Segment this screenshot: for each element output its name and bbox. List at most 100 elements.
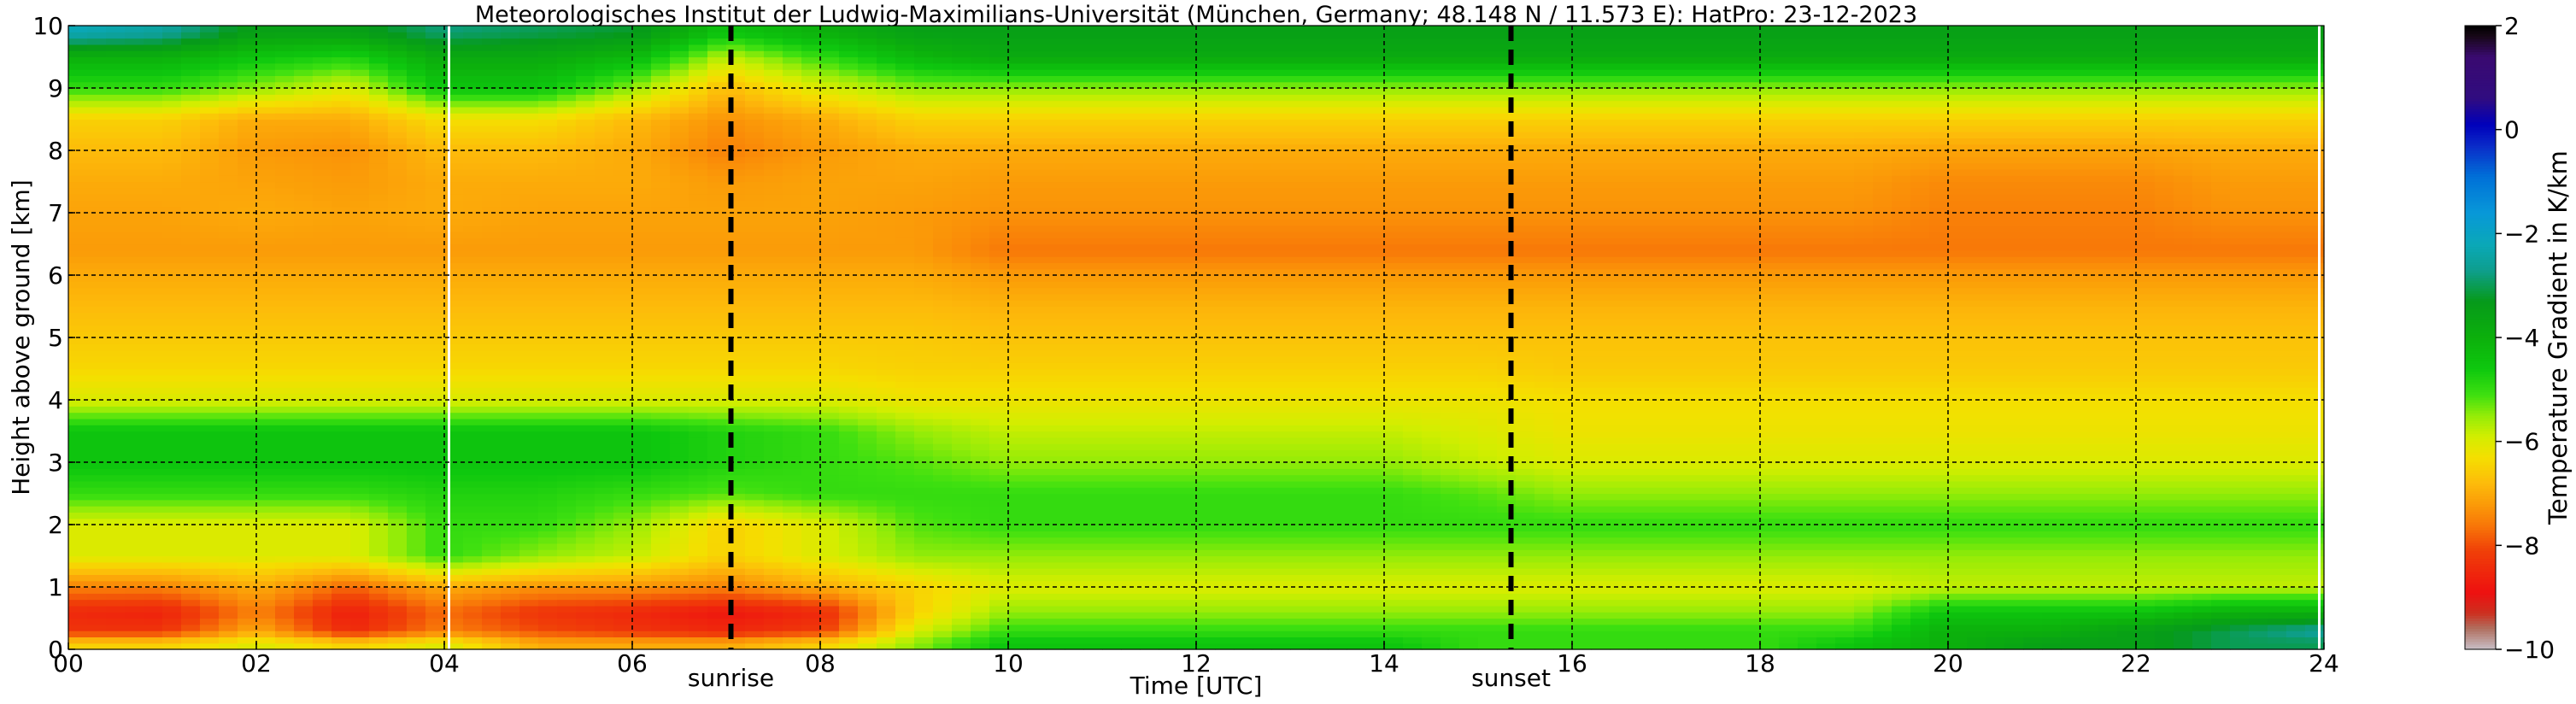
- heatmap-cell: [482, 593, 502, 601]
- heatmap-cell: [613, 256, 633, 263]
- heatmap-cell: [783, 462, 802, 469]
- heatmap-cell: [820, 50, 840, 58]
- heatmap-cell: [707, 206, 727, 214]
- heatmap-cell: [332, 312, 351, 320]
- heatmap-cell: [707, 381, 727, 388]
- heatmap-cell: [613, 362, 633, 370]
- heatmap-cell: [952, 499, 971, 507]
- heatmap-cell: [388, 150, 408, 157]
- heatmap-cell: [971, 400, 990, 407]
- heatmap-cell: [388, 531, 408, 538]
- heatmap-cell: [463, 219, 483, 226]
- heatmap-cell: [764, 605, 783, 613]
- heatmap-cell: [388, 449, 408, 457]
- heatmap-cell: [256, 418, 276, 425]
- heatmap-cell: [801, 243, 821, 251]
- heatmap-cell: [162, 150, 182, 157]
- heatmap-cell: [576, 75, 596, 83]
- heatmap-cell: [425, 144, 445, 151]
- heatmap-cell: [557, 425, 577, 432]
- heatmap-cell: [971, 642, 990, 650]
- heatmap-cell: [820, 175, 840, 183]
- heatmap-cell: [144, 119, 163, 126]
- heatmap-cell: [670, 487, 689, 495]
- heatmap-cell: [313, 574, 332, 582]
- heatmap-cell: [407, 156, 426, 164]
- heatmap-cell: [689, 306, 708, 314]
- heatmap-cell: [162, 555, 182, 563]
- heatmap-cell: [801, 38, 821, 45]
- heatmap-cell: [783, 499, 802, 507]
- heatmap-cell: [783, 275, 802, 282]
- heatmap-cell: [519, 256, 539, 263]
- heatmap-cell: [557, 206, 577, 214]
- heatmap-cell: [238, 374, 257, 382]
- heatmap-cell: [745, 175, 765, 183]
- heatmap-cell: [519, 268, 539, 276]
- heatmap-cell: [764, 631, 783, 637]
- heatmap-cell: [501, 543, 520, 550]
- heatmap-cell: [106, 462, 126, 469]
- heatmap-cell: [764, 343, 783, 351]
- heatmap-cell: [971, 412, 990, 419]
- heatmap-cell: [256, 181, 276, 189]
- heatmap-cell: [238, 168, 257, 176]
- heatmap-cell: [407, 374, 426, 382]
- heatmap-cell: [388, 319, 408, 326]
- heatmap-cell: [332, 262, 351, 270]
- heatmap-cell: [87, 437, 107, 444]
- heatmap-cell: [651, 555, 671, 563]
- heatmap-cell: [839, 605, 859, 613]
- heatmap-cell: [764, 425, 783, 432]
- heatmap-cell: [632, 480, 652, 488]
- heatmap-cell: [219, 493, 238, 501]
- heatmap-cell: [256, 168, 276, 176]
- heatmap-cell: [764, 287, 783, 295]
- heatmap-cell: [407, 624, 426, 631]
- heatmap-cell: [557, 319, 577, 326]
- heatmap-cell: [68, 187, 88, 195]
- heatmap-cell: [219, 512, 238, 519]
- heatmap-cell: [444, 56, 464, 64]
- heatmap-cell: [501, 287, 520, 295]
- heatmap-cell: [801, 362, 821, 370]
- heatmap-cell: [388, 181, 408, 189]
- heatmap-cell: [632, 194, 652, 201]
- heatmap-cell: [219, 249, 238, 257]
- heatmap-cell: [538, 612, 558, 619]
- heatmap-cell: [313, 468, 332, 476]
- heatmap-cell: [707, 337, 727, 344]
- heatmap-cell: [557, 642, 577, 650]
- heatmap-cell: [595, 81, 614, 89]
- heatmap-cell: [764, 194, 783, 201]
- heatmap-cell: [369, 319, 389, 326]
- heatmap-cell: [238, 443, 257, 450]
- heatmap-cell: [613, 418, 633, 425]
- heatmap-cell: [350, 637, 370, 644]
- heatmap-cell: [350, 561, 370, 569]
- heatmap-cell: [144, 480, 163, 488]
- heatmap-cell: [407, 268, 426, 276]
- heatmap-cell: [463, 412, 483, 419]
- heatmap-cell: [764, 337, 783, 344]
- heatmap-cell: [538, 144, 558, 151]
- heatmap-cell: [275, 119, 295, 126]
- heatmap-cell: [238, 531, 257, 538]
- heatmap-cell: [87, 443, 107, 450]
- heatmap-cell: [557, 418, 577, 425]
- heatmap-cell: [87, 144, 107, 151]
- heatmap-cell: [651, 624, 671, 631]
- heatmap-cell: [200, 113, 220, 120]
- heatmap-cell: [557, 549, 577, 557]
- heatmap-cell: [576, 555, 596, 563]
- heatmap-cell: [463, 506, 483, 513]
- heatmap-cell: [820, 187, 840, 195]
- heatmap-cell: [144, 400, 163, 407]
- heatmap-cell: [632, 406, 652, 414]
- heatmap-cell: [125, 325, 144, 332]
- heatmap-cell: [388, 262, 408, 270]
- heatmap-cell: [858, 580, 877, 588]
- heatmap-cell: [388, 325, 408, 332]
- heatmap-cell: [463, 580, 483, 588]
- heatmap-cell: [256, 381, 276, 388]
